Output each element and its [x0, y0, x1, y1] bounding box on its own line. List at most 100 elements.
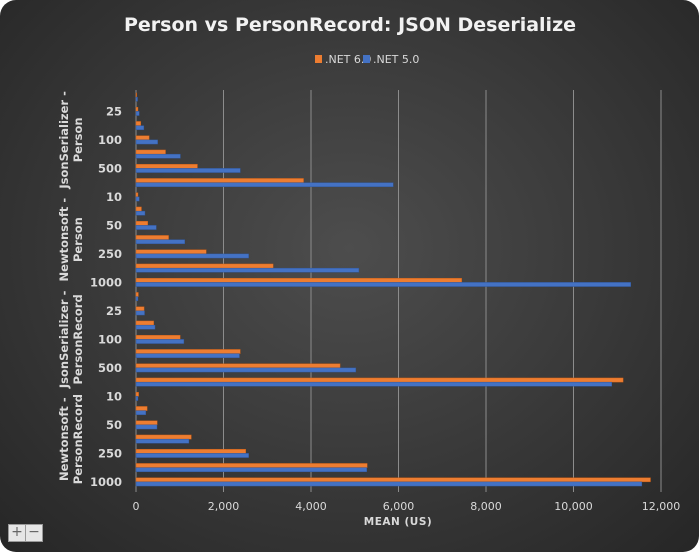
- bar-net5: [135, 339, 185, 344]
- bar-net5: [135, 481, 643, 487]
- bar-net5: [135, 396, 139, 401]
- category-label: 50: [106, 418, 122, 432]
- category-label: 100: [98, 133, 122, 147]
- bar-net6: [135, 434, 192, 440]
- bar-net6: [135, 206, 142, 212]
- bars: [135, 92, 651, 487]
- bar-net6: [135, 420, 158, 426]
- category-labels: 25 100 500 10 50 250 1000 25 100 500 10 50 250 1000: [90, 104, 122, 489]
- bar-net5: [135, 139, 158, 145]
- bar-net6: [135, 277, 462, 283]
- bar-net6: [135, 106, 139, 112]
- bar-net6: [135, 320, 154, 326]
- group-label: PersonRecord: [71, 394, 85, 484]
- category-label: 10: [106, 389, 122, 403]
- category-label: 25: [106, 304, 122, 318]
- bar-net5: [135, 239, 185, 245]
- x-tick-label: 2,000: [208, 500, 240, 513]
- bar-net5: [135, 210, 146, 216]
- bar-net5: [135, 196, 140, 202]
- group-label: Person: [71, 117, 85, 162]
- bar-net5: [135, 324, 156, 330]
- category-label: 500: [98, 161, 122, 175]
- bar-net6: [135, 178, 304, 183]
- gridlines: [135, 90, 662, 492]
- category-label: 50: [106, 218, 122, 232]
- x-tick-label: 10,000: [554, 500, 593, 513]
- zoom-out-button[interactable]: −: [28, 524, 40, 540]
- bar-net5: [135, 424, 158, 430]
- bar-net5: [135, 381, 612, 387]
- bar-net6: [135, 235, 169, 240]
- bar-net6: [135, 135, 150, 141]
- legend-label-net6: .NET 6.0: [325, 53, 371, 66]
- bar-net5: [135, 168, 241, 173]
- bar-net5: [135, 296, 139, 302]
- bar-net5: [135, 267, 360, 273]
- x-axis-title: MEAN (US): [364, 516, 432, 528]
- bar-net5: [135, 96, 138, 102]
- bar-net6: [135, 463, 368, 468]
- bar-net6: [135, 192, 139, 198]
- bar-net6: [135, 149, 166, 155]
- x-tick-label: 6,000: [383, 500, 415, 513]
- legend-swatch-net6: [315, 55, 322, 63]
- group-label: Newtonsoft -: [57, 198, 71, 282]
- bar-net6: [135, 477, 651, 483]
- bar-net6: [135, 448, 247, 454]
- x-tick-label: 4,000: [295, 500, 327, 513]
- bar-net5: [135, 438, 190, 444]
- bar-net6: [135, 363, 341, 369]
- bar-net5: [135, 353, 240, 359]
- group-label: Person: [71, 217, 85, 262]
- bar-net6: [135, 377, 624, 383]
- x-tick-label: 0: [133, 500, 140, 513]
- bar-net5: [135, 410, 147, 416]
- bar-net5: [135, 453, 249, 458]
- x-tick-label: 12,000: [642, 500, 681, 513]
- bar-net5: [135, 182, 394, 188]
- bar-net6: [135, 391, 139, 397]
- zoom-in-button[interactable]: +: [9, 525, 26, 541]
- category-label: 250: [98, 247, 122, 261]
- category-label: 10: [106, 190, 122, 204]
- category-label: 25: [106, 104, 122, 118]
- bar-net5: [135, 282, 632, 287]
- category-label: 500: [98, 361, 122, 375]
- bar-net6: [135, 334, 181, 340]
- bar-net6: [135, 220, 149, 226]
- category-label: 250: [98, 446, 122, 460]
- bar-net6: [135, 406, 148, 411]
- x-tick-label: 8,000: [470, 500, 502, 513]
- x-tick-labels: 0 2,000 4,000 6,000 8,000 10,000 12,000: [133, 500, 681, 513]
- bar-net6: [135, 349, 241, 354]
- bar-net6: [135, 263, 274, 269]
- group-label: JsonSerializer -: [57, 290, 71, 389]
- chart-title: Person vs PersonRecord: JSON Deserialize: [124, 14, 576, 36]
- bar-net6: [135, 92, 137, 98]
- bar-net5: [135, 253, 249, 259]
- group-label: Newtonsoft -: [57, 397, 71, 481]
- category-label: 1000: [90, 475, 122, 489]
- bar-net5: [135, 153, 181, 159]
- group-label: JsonSerializer -: [57, 91, 71, 190]
- bar-net5: [135, 310, 145, 316]
- bar-net5: [135, 125, 145, 131]
- legend-label-net5: .NET 5.0: [373, 53, 419, 66]
- bar-net6: [135, 121, 142, 126]
- category-label: 100: [98, 332, 122, 346]
- bar-net5: [135, 225, 157, 230]
- bar-net5: [135, 367, 357, 373]
- bar-net5: [135, 467, 367, 473]
- legend-swatch-net5: [363, 55, 370, 63]
- group-label: PersonRecord: [71, 294, 85, 384]
- bar-net6: [135, 292, 139, 297]
- legend: .NET 6.0 .NET 5.0: [315, 53, 419, 66]
- bar-net6: [135, 249, 207, 255]
- bar-net5: [135, 111, 140, 116]
- category-label: 1000: [90, 275, 122, 289]
- zoom-controls: + −: [8, 524, 43, 542]
